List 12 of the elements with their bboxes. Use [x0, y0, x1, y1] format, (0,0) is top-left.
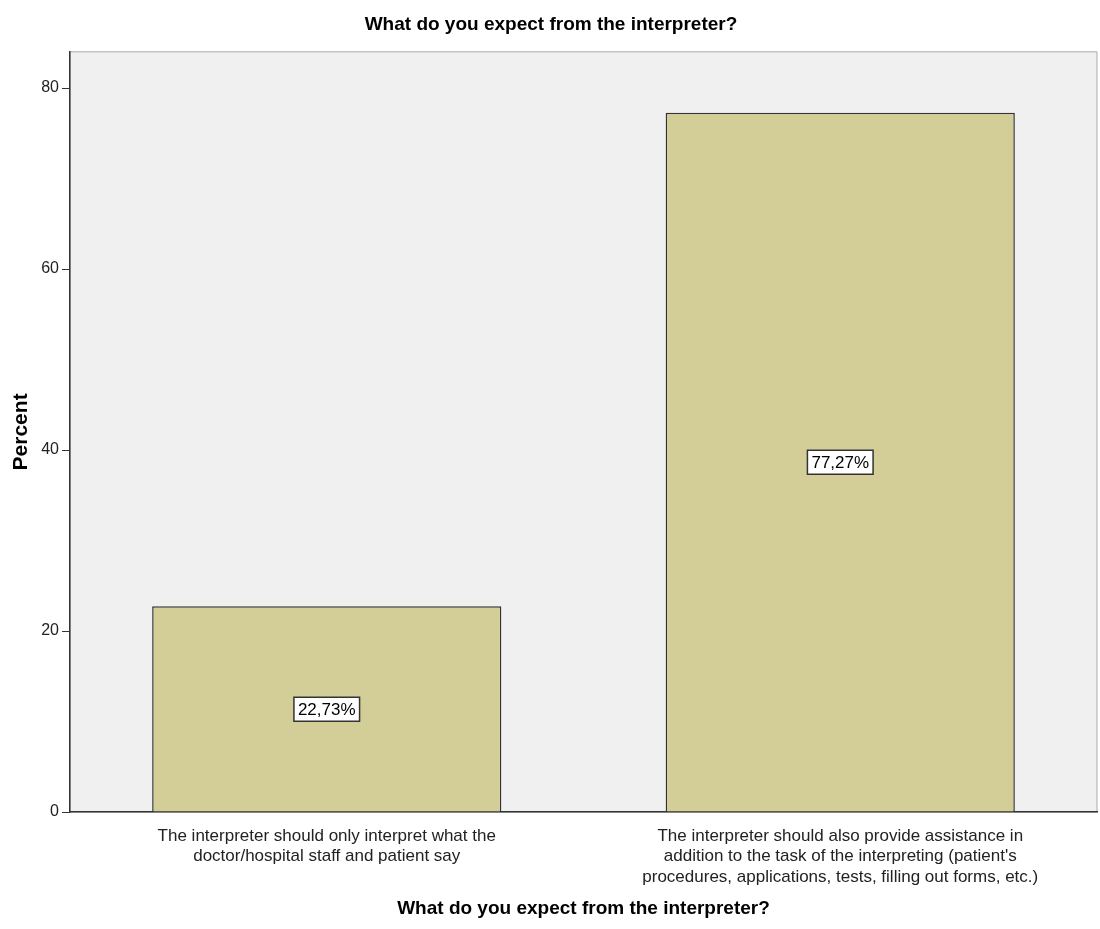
y-axis-title: Percent [8, 393, 32, 471]
chart-title: What do you expect from the interpreter? [364, 12, 738, 34]
y-tick-label: 20 [41, 621, 60, 639]
y-tick-label: 60 [41, 259, 60, 277]
y-tick-label: 0 [50, 802, 60, 820]
data-label: 22,73% [297, 699, 356, 719]
x-axis-title: What do you expect from the interpreter? [397, 896, 770, 918]
x-tick-label: The interpreter should also provide assistance in addition to the task of the interpreting (patient's procedures, applications, tests, filling out forms, etc.) [642, 825, 1039, 886]
x-tick-label: The interpreter should only interpret what the doctor/hospital staff and patient say [157, 825, 496, 866]
data-label: 77,27% [811, 453, 870, 473]
y-tick-label: 80 [41, 78, 60, 96]
y-tick-label: 40 [41, 440, 60, 458]
